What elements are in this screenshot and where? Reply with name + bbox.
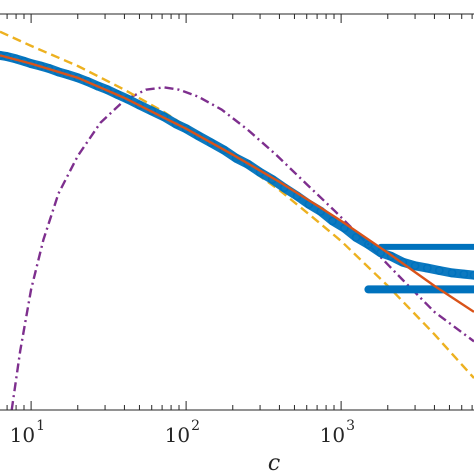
data-point: [243, 159, 253, 169]
series-line-dashdot: [10, 86, 474, 410]
data-point: [171, 119, 181, 129]
x-tick-label: 10 2: [165, 418, 200, 447]
data-point: [181, 124, 191, 134]
x-axis-label: c: [268, 451, 280, 474]
data-point: [434, 266, 444, 275]
tick-layer: 10 1 10 2 10 3: [6, 14, 473, 447]
data-point: [422, 263, 432, 273]
x-tick-label-base: 10: [165, 423, 190, 447]
x-tick-label-exponent: 3: [346, 418, 355, 434]
data-point: [410, 261, 420, 271]
x-tick-label: 10 3: [320, 418, 355, 447]
x-tick-label-exponent: 2: [191, 418, 200, 434]
x-tick-label: 10 1: [10, 418, 45, 447]
axes-layer: [0, 13, 474, 411]
data-point: [206, 138, 216, 148]
data-point: [134, 100, 144, 110]
x-tick-label-base: 10: [320, 423, 345, 447]
data-point: [328, 216, 337, 226]
series-layer: [0, 30, 474, 410]
x-tick-label-base: 10: [10, 423, 35, 447]
x-tick-label-exponent: 1: [36, 418, 45, 434]
data-point: [219, 145, 229, 155]
series-line-solid: [0, 54, 474, 313]
data-point: [351, 232, 361, 242]
data-point: [193, 131, 203, 141]
data-point: [123, 94, 133, 104]
data-point: [447, 268, 457, 278]
data-point: [459, 269, 469, 279]
